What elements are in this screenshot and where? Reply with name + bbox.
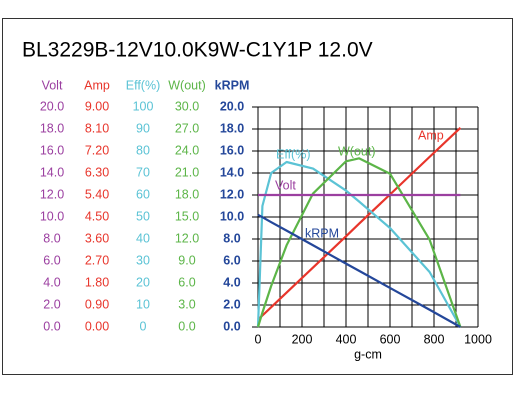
x-axis-label: g-cm	[354, 347, 382, 361]
axis-header: kRPM	[215, 78, 250, 92]
y-tick-label: 100	[133, 99, 154, 113]
x-tick-label: 0	[255, 332, 262, 346]
y-tick-label: 12.0	[175, 231, 199, 245]
y-tick-label: 6.0	[43, 253, 60, 267]
y-tick-label: 27.0	[175, 121, 199, 135]
axis-header: W(out)	[168, 78, 206, 92]
y-tick-label: 70	[136, 165, 150, 179]
x-tick-label: 600	[380, 332, 401, 346]
axis-header: Amp	[84, 78, 110, 92]
y-tick-label: 15.0	[175, 209, 199, 223]
x-tick-label: 800	[424, 332, 445, 346]
y-tick-label: 18.0	[220, 121, 244, 135]
y-tick-label: 20	[136, 275, 150, 289]
y-tick-label: 80	[136, 143, 150, 157]
series-line	[257, 213, 461, 328]
y-tick-label: 0.00	[85, 319, 109, 333]
y-tick-label: 14.0	[40, 165, 64, 179]
y-tick-label: 0.0	[178, 319, 195, 333]
x-tick-label: 1000	[464, 332, 492, 346]
y-tick-label: 4.0	[223, 275, 240, 289]
series-label: Amp	[418, 128, 444, 142]
x-tick-label: 200	[292, 332, 313, 346]
y-tick-label: 12.0	[220, 187, 244, 201]
series-line	[256, 157, 462, 328]
axis-header: Eff(%)	[126, 78, 161, 92]
y-tick-label: 6.30	[85, 165, 109, 179]
y-tick-label: 10.0	[40, 209, 64, 223]
y-tick-label: 6.0	[223, 253, 240, 267]
y-tick-label: 8.0	[223, 231, 240, 245]
y-tick-label: 2.70	[85, 253, 109, 267]
y-tick-label: 4.0	[43, 275, 60, 289]
y-tick-label: 0.90	[85, 297, 109, 311]
y-tick-label: 4.50	[85, 209, 109, 223]
series-line	[257, 126, 462, 321]
axis-header: Volt	[42, 78, 63, 92]
y-tick-label: 5.40	[85, 187, 109, 201]
y-tick-label: 60	[136, 187, 150, 201]
y-tick-label: 8.0	[43, 231, 60, 245]
y-tick-label: 8.10	[85, 121, 109, 135]
frame	[2, 18, 513, 375]
y-tick-label: 9.0	[178, 253, 195, 267]
y-tick-label: 18.0	[40, 121, 64, 135]
y-tick-label: 0.0	[223, 319, 240, 333]
y-tick-label: 21.0	[175, 165, 199, 179]
y-tick-label: 24.0	[175, 143, 199, 157]
y-tick-label: 90	[136, 121, 150, 135]
y-tick-label: 3.0	[178, 297, 195, 311]
series-label: W(out)	[338, 144, 376, 158]
y-tick-label: 12.0	[40, 187, 64, 201]
series-label: Volt	[275, 178, 296, 192]
series-label: kRPM	[305, 226, 339, 240]
y-tick-label: 0	[140, 319, 147, 333]
y-tick-label: 2.0	[223, 297, 240, 311]
y-tick-label: 16.0	[40, 143, 64, 157]
y-tick-label: 16.0	[220, 143, 244, 157]
y-tick-label: 2.0	[43, 297, 60, 311]
y-tick-label: 3.60	[85, 231, 109, 245]
y-tick-label: 7.20	[85, 143, 109, 157]
y-tick-label: 18.0	[175, 187, 199, 201]
y-tick-label: 1.80	[85, 275, 109, 289]
series-line	[256, 160, 462, 328]
y-tick-label: 0.0	[43, 319, 60, 333]
y-tick-label: 20.0	[40, 99, 64, 113]
chart-title: BL3229B-12V10.0K9W-C1Y1P 12.0V	[22, 39, 373, 62]
y-tick-label: 10.0	[220, 209, 244, 223]
y-tick-label: 10	[136, 297, 150, 311]
x-tick-label: 400	[336, 332, 357, 346]
y-tick-label: 40	[136, 231, 150, 245]
y-tick-label: 14.0	[220, 165, 244, 179]
series-label: Eff(%)	[276, 147, 311, 161]
y-tick-label: 20.0	[220, 99, 244, 113]
y-tick-label: 6.0	[178, 275, 195, 289]
y-tick-label: 30.0	[175, 99, 199, 113]
y-tick-label: 30	[136, 253, 150, 267]
y-tick-label: 9.00	[85, 99, 109, 113]
y-tick-label: 50	[136, 209, 150, 223]
